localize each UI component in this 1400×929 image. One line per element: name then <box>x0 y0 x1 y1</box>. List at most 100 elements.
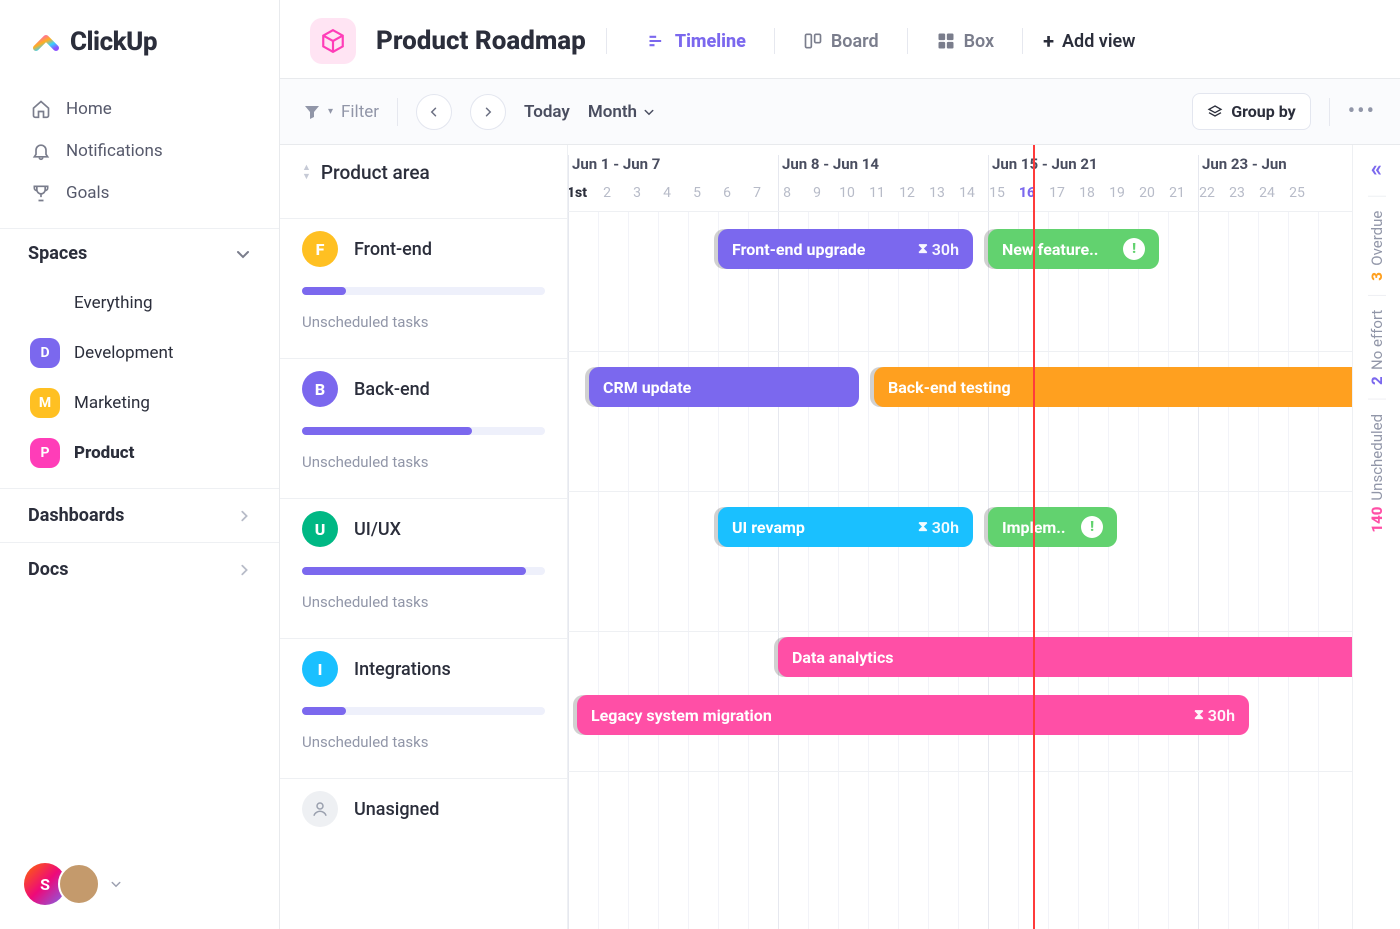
space-label: Marketing <box>74 393 150 413</box>
gridline <box>688 211 689 929</box>
week-label: Jun 15 - Jun 21 <box>992 155 1098 173</box>
task-bar[interactable]: Implem..! <box>988 507 1117 547</box>
separator <box>1329 98 1330 126</box>
today-button[interactable]: Today <box>524 102 570 122</box>
view-tab-timeline[interactable]: Timeline <box>637 23 756 60</box>
main: Product Roadmap TimelineBoardBox + Add v… <box>280 0 1400 929</box>
day-label: 18 <box>1072 185 1102 201</box>
gridline <box>598 211 599 929</box>
filter-button[interactable]: ▾ Filter <box>304 102 379 122</box>
space-item-development[interactable]: DDevelopment <box>20 328 259 378</box>
sort-icon: ▲▼ <box>302 165 311 181</box>
collapse-rail-button[interactable]: « <box>1371 157 1382 182</box>
task-bar[interactable]: Front-end upgrade⧗30h <box>718 229 973 269</box>
add-view-button[interactable]: + Add view <box>1043 29 1135 53</box>
funnel-icon <box>304 104 320 120</box>
brand[interactable]: ClickUp <box>0 0 279 82</box>
group-by-button[interactable]: Group by <box>1192 93 1310 130</box>
row-name: Integrations <box>354 659 451 680</box>
rail-counter-unscheduled[interactable]: 140Unscheduled <box>1368 399 1386 547</box>
home-icon <box>30 98 52 120</box>
gridline <box>1168 211 1169 929</box>
gridline <box>568 771 1352 772</box>
gridline <box>628 211 629 929</box>
task-bar[interactable]: CRM update <box>589 367 859 407</box>
task-label: Front-end upgrade <box>732 240 865 259</box>
task-bar[interactable]: UI revamp⧗30h <box>718 507 973 547</box>
gridline <box>1048 211 1049 929</box>
space-badge: P <box>30 438 60 468</box>
section-docs[interactable]: Docs <box>0 542 279 596</box>
person-icon <box>302 791 338 827</box>
toolbar: ▾ Filter Today Month <box>280 79 1400 145</box>
section-label: Dashboards <box>28 505 124 526</box>
right-rail: « 3Overdue2No effort140Unscheduled <box>1352 145 1400 929</box>
gridline <box>898 211 899 929</box>
range-selector[interactable]: Month <box>588 102 655 122</box>
task-bar[interactable]: Data analytics <box>778 637 1352 677</box>
nav-item-notifications[interactable]: Notifications <box>20 130 259 172</box>
nav-label: Goals <box>66 183 109 203</box>
row-header-title[interactable]: ▲▼ Product area <box>280 145 567 218</box>
gridline <box>568 631 1352 632</box>
task-bar[interactable]: Back-end testing <box>874 367 1352 407</box>
section-label: Docs <box>28 559 68 580</box>
space-item-marketing[interactable]: MMarketing <box>20 378 259 428</box>
filter-label: Filter <box>341 102 379 122</box>
week-label: Jun 1 - Jun 7 <box>572 155 660 173</box>
gridline <box>748 211 749 929</box>
spaces-label: Spaces <box>28 243 87 264</box>
space-everything[interactable]: Everything <box>20 278 259 328</box>
day-label: 7 <box>742 185 772 201</box>
spaces-header[interactable]: Spaces <box>0 228 279 274</box>
hourglass-icon: ⧗ <box>1194 707 1204 723</box>
timeline-row[interactable]: BBack-endUnscheduled tasks <box>280 358 567 498</box>
more-menu-button[interactable]: ••• <box>1348 99 1376 124</box>
timeline-row[interactable]: UUI/UXUnscheduled tasks <box>280 498 567 638</box>
avatar[interactable] <box>58 863 100 905</box>
unscheduled-label[interactable]: Unscheduled tasks <box>302 313 545 331</box>
section-dashboards[interactable]: Dashboards <box>0 488 279 542</box>
view-tab-box[interactable]: Box <box>926 23 1005 60</box>
unscheduled-label[interactable]: Unscheduled tasks <box>302 733 545 751</box>
progress-bar <box>302 567 545 575</box>
day-label: 6 <box>712 185 742 201</box>
gridline <box>568 351 1352 352</box>
view-tab-board[interactable]: Board <box>793 23 889 60</box>
counter-label: Overdue <box>1368 211 1386 266</box>
separator <box>397 98 398 126</box>
day-label: 11 <box>862 185 892 201</box>
day-label: 2 <box>592 185 622 201</box>
nav-item-goals[interactable]: Goals <box>20 172 259 214</box>
week-label: Jun 8 - Jun 14 <box>782 155 879 173</box>
rail-counter-overdue[interactable]: 3Overdue <box>1368 196 1386 295</box>
user-avatars[interactable]: S <box>24 863 122 905</box>
topbar: Product Roadmap TimelineBoardBox + Add v… <box>280 0 1400 79</box>
task-bar[interactable]: New feature..! <box>988 229 1159 269</box>
box-icon <box>936 31 956 51</box>
bell-icon <box>30 140 52 162</box>
gridline <box>838 211 839 929</box>
primary-nav: HomeNotifications Goals <box>0 82 279 228</box>
chevron-right-icon <box>237 509 251 523</box>
space-label: Product <box>74 443 134 463</box>
rail-counter-no-effort[interactable]: 2No effort <box>1368 295 1386 399</box>
progress-bar <box>302 707 545 715</box>
day-label: 22 <box>1192 185 1222 201</box>
prev-button[interactable] <box>416 94 452 130</box>
nav-item-home[interactable]: Home <box>20 88 259 130</box>
space-item-product[interactable]: P Product <box>20 428 259 478</box>
row-badge: I <box>302 651 338 687</box>
timeline-row[interactable]: FFront-endUnscheduled tasks <box>280 218 567 358</box>
timeline-row[interactable]: I Integrations Unscheduled tasks <box>280 638 567 778</box>
unscheduled-label[interactable]: Unscheduled tasks <box>302 593 545 611</box>
unscheduled-label[interactable]: Unscheduled tasks <box>302 453 545 471</box>
timeline-row[interactable]: Unasigned <box>280 778 567 878</box>
next-button[interactable] <box>470 94 506 130</box>
gridline <box>1078 211 1079 929</box>
gridline <box>1228 211 1229 929</box>
separator <box>1022 28 1023 54</box>
gridline <box>958 211 959 929</box>
task-bar[interactable]: Legacy system migration⧗30h <box>577 695 1249 735</box>
timeline-grid[interactable]: Jun 1 - Jun 7 Jun 8 - Jun 14 Jun 15 - Jun … <box>568 145 1352 929</box>
